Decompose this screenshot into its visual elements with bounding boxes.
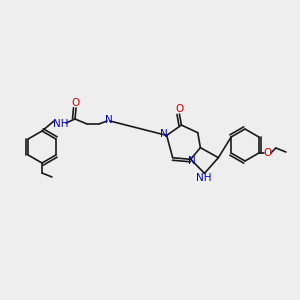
Text: O: O — [175, 104, 184, 114]
Text: NH: NH — [196, 173, 211, 183]
Text: NH: NH — [53, 119, 69, 129]
Text: N: N — [188, 156, 196, 166]
Text: O: O — [72, 98, 80, 108]
Text: N: N — [105, 115, 113, 125]
Text: O: O — [264, 148, 272, 158]
Text: N: N — [160, 129, 168, 140]
